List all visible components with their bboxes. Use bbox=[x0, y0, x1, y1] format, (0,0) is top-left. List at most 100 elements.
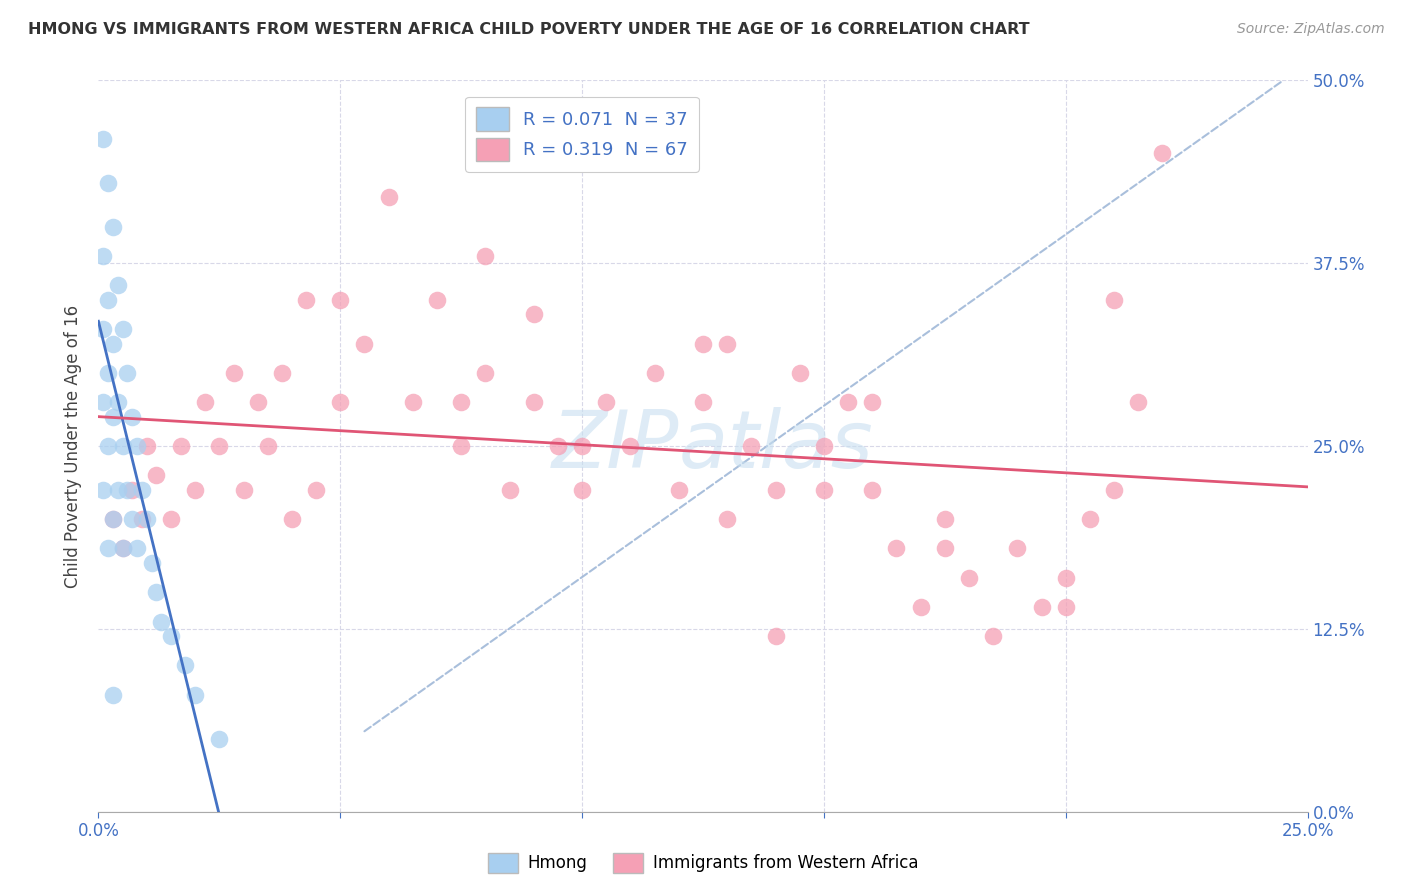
Point bbox=[232, 483, 254, 497]
Point bbox=[860, 395, 883, 409]
Point bbox=[571, 439, 593, 453]
Point bbox=[957, 571, 980, 585]
Point bbox=[97, 366, 120, 380]
Point bbox=[692, 395, 714, 409]
Point bbox=[135, 512, 157, 526]
Text: Source: ZipAtlas.com: Source: ZipAtlas.com bbox=[1237, 22, 1385, 37]
Point bbox=[295, 293, 318, 307]
Point bbox=[101, 219, 124, 234]
Point bbox=[160, 629, 183, 643]
Point bbox=[523, 395, 546, 409]
Point bbox=[121, 409, 143, 424]
Point bbox=[305, 483, 328, 497]
Point bbox=[1102, 483, 1125, 497]
Point bbox=[1128, 395, 1150, 409]
Point bbox=[910, 599, 932, 614]
Point bbox=[127, 541, 149, 556]
Point bbox=[91, 322, 114, 336]
Point bbox=[111, 541, 134, 556]
Point bbox=[117, 483, 139, 497]
Point bbox=[174, 658, 197, 673]
Point bbox=[111, 439, 134, 453]
Text: atlas: atlas bbox=[679, 407, 873, 485]
Point bbox=[547, 439, 569, 453]
Point bbox=[813, 439, 835, 453]
Point bbox=[1054, 599, 1077, 614]
Point bbox=[1007, 541, 1029, 556]
Point bbox=[135, 439, 157, 453]
Point bbox=[91, 395, 114, 409]
Point bbox=[329, 293, 352, 307]
Point bbox=[141, 556, 163, 570]
Point bbox=[97, 439, 120, 453]
Y-axis label: Child Poverty Under the Age of 16: Child Poverty Under the Age of 16 bbox=[65, 304, 83, 588]
Point bbox=[571, 483, 593, 497]
Point bbox=[97, 293, 120, 307]
Point bbox=[692, 336, 714, 351]
Point bbox=[1031, 599, 1053, 614]
Point bbox=[208, 439, 231, 453]
Point bbox=[160, 512, 183, 526]
Point bbox=[256, 439, 278, 453]
Point bbox=[101, 688, 124, 702]
Point bbox=[247, 395, 270, 409]
Point bbox=[208, 731, 231, 746]
Point bbox=[271, 366, 294, 380]
Point bbox=[789, 366, 811, 380]
Point bbox=[1152, 146, 1174, 161]
Point bbox=[644, 366, 666, 380]
Point bbox=[111, 541, 134, 556]
Legend: R = 0.071  N = 37, R = 0.319  N = 67: R = 0.071 N = 37, R = 0.319 N = 67 bbox=[465, 96, 699, 172]
Point bbox=[145, 468, 167, 483]
Point bbox=[402, 395, 425, 409]
Point bbox=[127, 439, 149, 453]
Point bbox=[281, 512, 304, 526]
Point bbox=[107, 483, 129, 497]
Point bbox=[194, 395, 217, 409]
Point bbox=[111, 322, 134, 336]
Point bbox=[107, 278, 129, 293]
Point bbox=[117, 366, 139, 380]
Point bbox=[131, 512, 153, 526]
Point bbox=[107, 395, 129, 409]
Point bbox=[329, 395, 352, 409]
Point bbox=[426, 293, 449, 307]
Point bbox=[860, 483, 883, 497]
Point bbox=[837, 395, 859, 409]
Point bbox=[169, 439, 191, 453]
Point bbox=[91, 249, 114, 263]
Point bbox=[765, 629, 787, 643]
Point bbox=[91, 132, 114, 146]
Text: ZIP: ZIP bbox=[551, 407, 679, 485]
Point bbox=[101, 512, 124, 526]
Point bbox=[474, 249, 496, 263]
Point bbox=[450, 395, 472, 409]
Point bbox=[813, 483, 835, 497]
Point bbox=[91, 483, 114, 497]
Text: HMONG VS IMMIGRANTS FROM WESTERN AFRICA CHILD POVERTY UNDER THE AGE OF 16 CORREL: HMONG VS IMMIGRANTS FROM WESTERN AFRICA … bbox=[28, 22, 1029, 37]
Point bbox=[716, 512, 738, 526]
Point bbox=[1078, 512, 1101, 526]
Point bbox=[595, 395, 617, 409]
Point bbox=[981, 629, 1004, 643]
Point bbox=[101, 336, 124, 351]
Point bbox=[886, 541, 908, 556]
Point bbox=[101, 512, 124, 526]
Point bbox=[184, 483, 207, 497]
Point bbox=[498, 483, 520, 497]
Point bbox=[184, 688, 207, 702]
Point bbox=[97, 541, 120, 556]
Point bbox=[716, 336, 738, 351]
Legend: Hmong, Immigrants from Western Africa: Hmong, Immigrants from Western Africa bbox=[481, 847, 925, 880]
Point bbox=[222, 366, 245, 380]
Point bbox=[740, 439, 762, 453]
Point bbox=[668, 483, 690, 497]
Point bbox=[934, 541, 956, 556]
Point bbox=[523, 307, 546, 321]
Point bbox=[91, 0, 114, 14]
Point bbox=[377, 190, 399, 204]
Point bbox=[150, 615, 173, 629]
Point bbox=[131, 483, 153, 497]
Point bbox=[450, 439, 472, 453]
Point bbox=[1102, 293, 1125, 307]
